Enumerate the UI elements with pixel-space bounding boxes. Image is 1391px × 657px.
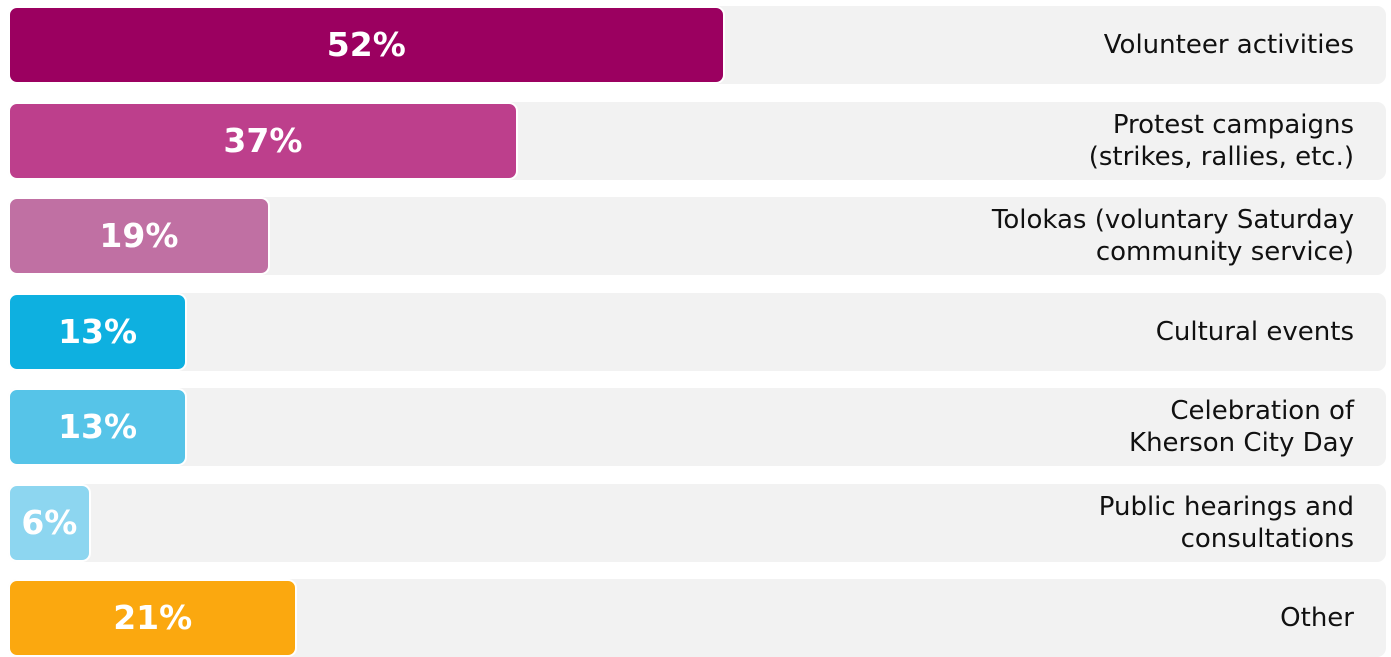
value-label: 19% <box>99 216 179 255</box>
category-label: Other <box>1280 603 1354 633</box>
category-label: Public hearings and consultations <box>1098 491 1354 554</box>
bar <box>8 292 188 371</box>
bar-track: 21% Other <box>8 579 1386 657</box>
category-label: Tolokas (voluntary Saturday community se… <box>991 205 1354 267</box>
bar-track: 6% Public hearings and consultations <box>8 483 1386 562</box>
bar <box>8 101 518 180</box>
value-label: 6% <box>21 502 78 542</box>
category-label: Celebration of Kherson City Day <box>1129 396 1354 458</box>
value-label: 13% <box>58 407 138 446</box>
bar <box>8 6 725 84</box>
bar-track: 13% Cultural events <box>8 292 1386 371</box>
bar-track: 19% Tolokas (voluntary Saturday community… <box>8 197 1386 275</box>
value-label: 13% <box>58 311 138 351</box>
bar <box>8 388 188 466</box>
value-label: 21% <box>113 598 193 637</box>
bar-track: 13% Celebration of Kherson City Day <box>8 388 1386 466</box>
category-label: Volunteer activities <box>1103 30 1354 60</box>
value-label: 52% <box>326 25 406 64</box>
bar <box>8 483 91 562</box>
bar-track: 52% Volunteer activities <box>8 6 1386 84</box>
category-label: Cultural events <box>1155 316 1354 347</box>
bar <box>8 197 270 275</box>
bar-track: 37% Protest campaigns (strikes, rallies, … <box>8 101 1386 180</box>
value-label: 37% <box>223 120 303 160</box>
category-label: Protest campaigns (strikes, rallies, etc… <box>1088 109 1354 172</box>
